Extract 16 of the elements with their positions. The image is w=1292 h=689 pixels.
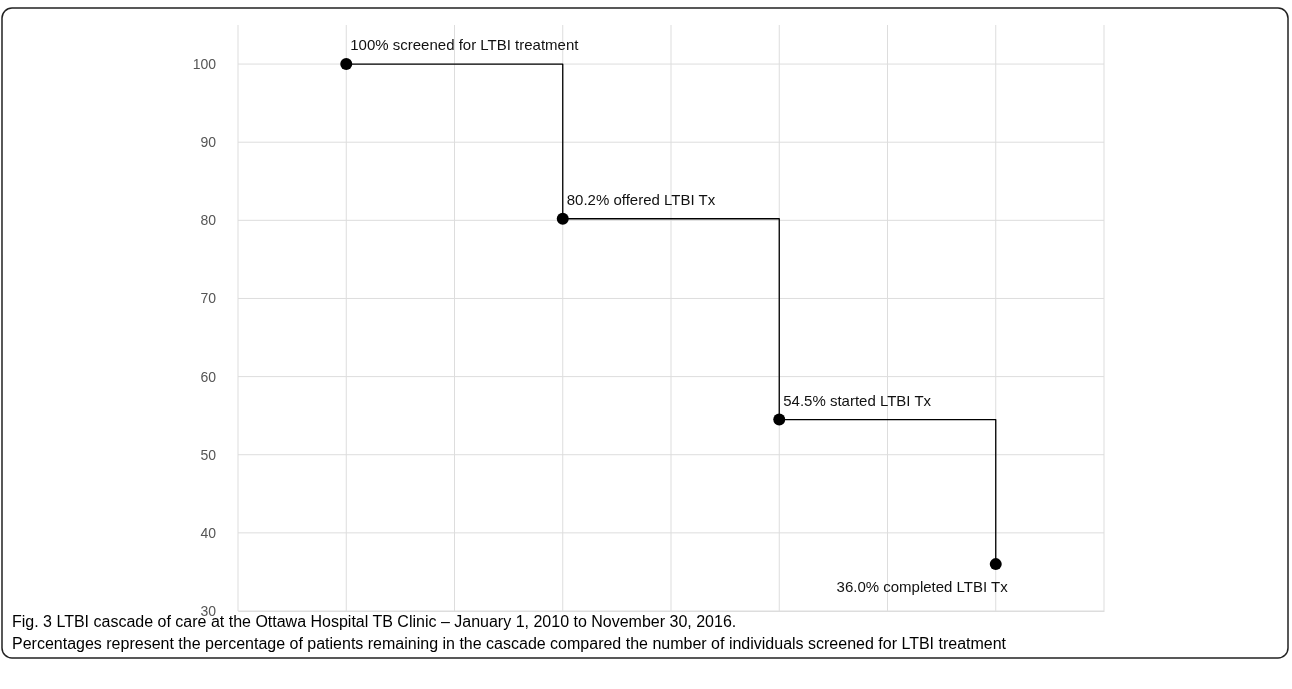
y-tick-label: 40 bbox=[200, 524, 217, 541]
point bbox=[773, 413, 786, 426]
point bbox=[340, 58, 353, 71]
data-label: 54.5% started LTBI Tx bbox=[783, 391, 932, 409]
data-label: 36.0% completed LTBI Tx bbox=[836, 578, 1009, 596]
data-label: 80.2% offered LTBI Tx bbox=[566, 190, 716, 208]
y-tick-label: 60 bbox=[200, 368, 217, 385]
y-tick-label: 80 bbox=[200, 212, 217, 229]
text: Percentages represent the percentage of patients remaining in the cascade compared the number of individuals screened for LTBI treatment bbox=[12, 635, 1007, 652]
y-tick-label: 100 bbox=[192, 56, 217, 73]
point bbox=[989, 558, 1002, 571]
y-tick-label: 70 bbox=[200, 290, 217, 307]
data-label: 100% screened for LTBI treatment bbox=[350, 36, 580, 54]
point bbox=[556, 212, 569, 225]
y-tick-label: 90 bbox=[200, 134, 217, 151]
y-tick-label: 50 bbox=[200, 446, 217, 463]
